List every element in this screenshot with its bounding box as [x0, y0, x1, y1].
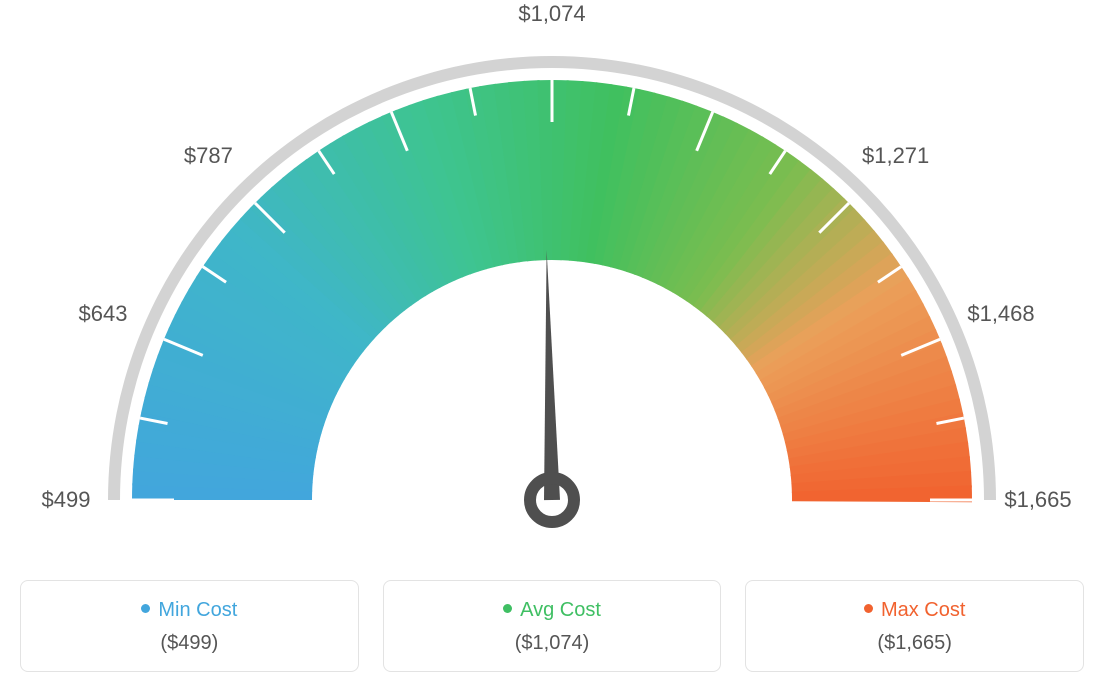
legend-value-min: ($499) — [31, 632, 348, 655]
legend-value-max: ($1,665) — [756, 632, 1073, 655]
legend-label-max: Max Cost — [756, 599, 1073, 622]
gauge-scale-label: $499 — [42, 487, 91, 513]
gauge-svg — [20, 20, 1084, 560]
legend-card-min: Min Cost ($499) — [20, 580, 359, 672]
gauge-scale-label: $1,665 — [1004, 487, 1071, 513]
gauge-scale-label: $1,468 — [967, 301, 1034, 327]
legend-row: Min Cost ($499) Avg Cost ($1,074) Max Co… — [20, 580, 1084, 672]
gauge-scale-label: $787 — [184, 143, 233, 169]
legend-label-min: Min Cost — [31, 599, 348, 622]
legend-label-avg: Avg Cost — [394, 599, 711, 622]
gauge-scale-label: $643 — [79, 301, 128, 327]
cost-gauge: $499$643$787$1,074$1,271$1,468$1,665 — [20, 20, 1084, 560]
gauge-scale-label: $1,074 — [518, 1, 585, 27]
legend-value-avg: ($1,074) — [394, 632, 711, 655]
legend-card-max: Max Cost ($1,665) — [745, 580, 1084, 672]
legend-card-avg: Avg Cost ($1,074) — [383, 580, 722, 672]
gauge-scale-label: $1,271 — [862, 143, 929, 169]
